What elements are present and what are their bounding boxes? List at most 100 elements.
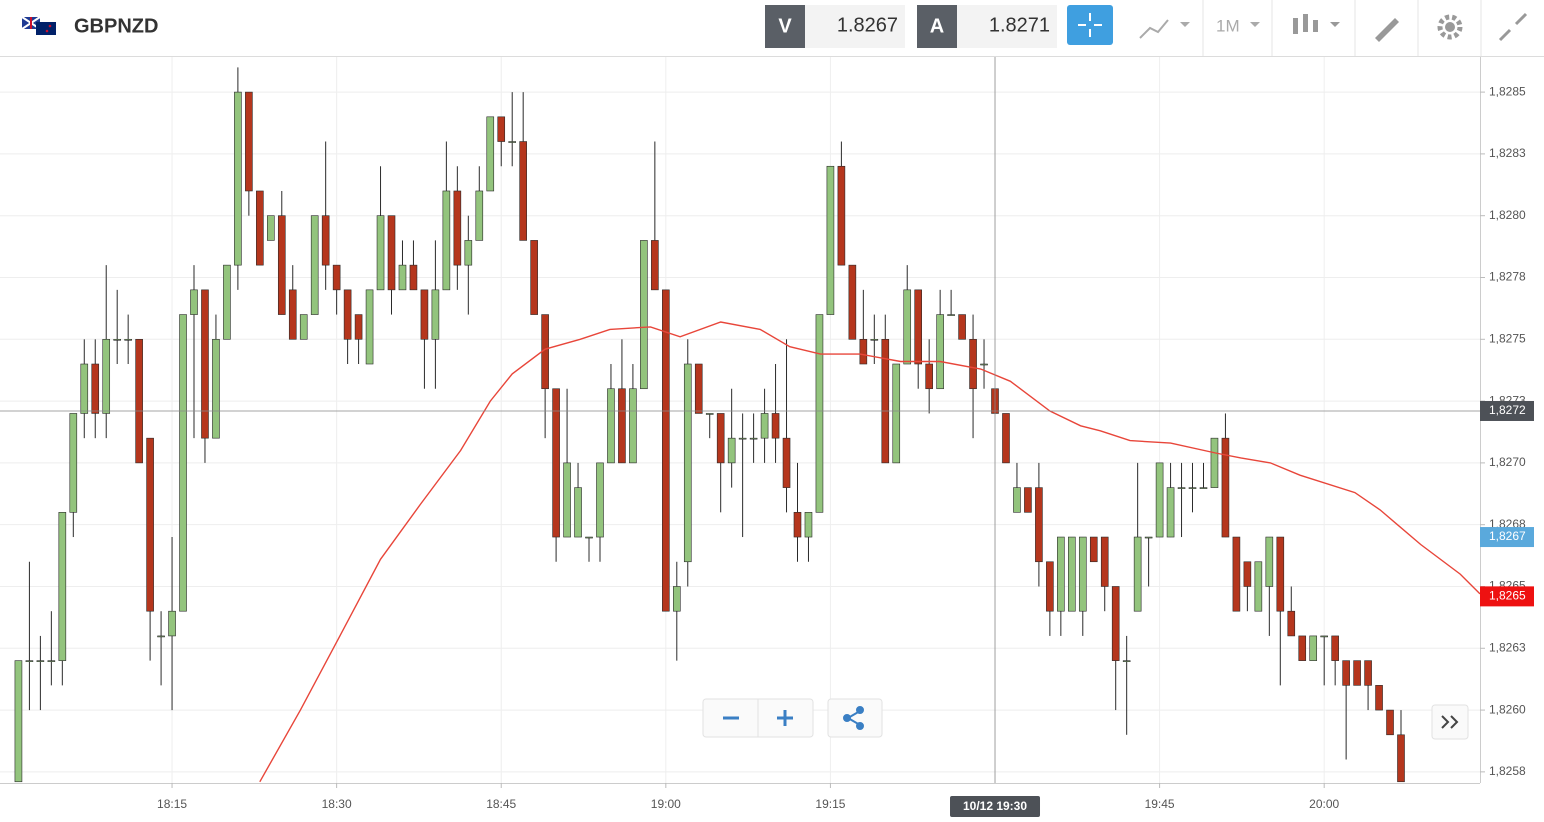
ask-badge[interactable]: [917, 5, 957, 48]
candle-body: [387, 215, 396, 291]
timeframe[interactable]: 1M: [1216, 16, 1240, 35]
candle-body: [420, 289, 429, 340]
candle-body: [1320, 635, 1328, 638]
y-tick-label: 1,8283: [1489, 146, 1526, 160]
candle-body: [1024, 487, 1032, 513]
candle-body: [936, 314, 944, 390]
candle-body: [947, 314, 955, 316]
collapse-button[interactable]: [1498, 12, 1528, 42]
candle-body: [585, 536, 593, 539]
price-marker: [1480, 586, 1534, 607]
candle-body: [190, 289, 198, 315]
candle-body: [1331, 635, 1339, 661]
scroll-icon: [1441, 715, 1459, 729]
bid-badge[interactable]: [765, 5, 805, 48]
candle-body: [848, 264, 857, 340]
x-tick-label: 18:30: [322, 797, 352, 811]
candle-body: [749, 437, 758, 440]
candle-body: [958, 314, 966, 340]
x-tick-label: 19:45: [1145, 797, 1175, 811]
x-tick-label: 18:45: [486, 797, 516, 811]
candle-body: [1068, 536, 1076, 612]
zoom-in-button[interactable]: [777, 710, 793, 726]
candle-body: [1309, 635, 1318, 661]
candle-body: [1210, 437, 1219, 488]
candle-body: [629, 388, 637, 464]
candle-body: [113, 338, 121, 341]
bid-price: 1.8267: [837, 14, 898, 36]
candle-body: [146, 437, 154, 612]
price-marker-label: 1,8265: [1489, 589, 1526, 603]
candle-body: [124, 338, 132, 341]
candles-button[interactable]: [1293, 14, 1340, 34]
candle-body: [683, 363, 692, 563]
candle-body: [1243, 561, 1252, 587]
timeframe-caret: [1250, 22, 1260, 27]
crosshair-button[interactable]: [1067, 5, 1113, 45]
flag-icon: [21, 16, 56, 35]
candle-body: [705, 413, 714, 415]
candle-body: [14, 660, 23, 783]
candle-body: [475, 190, 484, 241]
candle-body: [574, 487, 582, 538]
candle-body: [694, 363, 703, 414]
candle-body: [607, 388, 615, 464]
candle-body: [662, 289, 670, 612]
axes: 1,82851,82831,82801,82781,82751,82731,82…: [157, 84, 1534, 817]
candle-body: [980, 363, 988, 366]
chart-type-button[interactable]: [1139, 19, 1190, 39]
scroll-right-button[interactable]: [1431, 704, 1469, 740]
crosshair-price-label: 1,8272: [1489, 403, 1526, 417]
candle-body: [760, 413, 769, 439]
ask-label: A: [930, 15, 944, 37]
moving-average: [259, 321, 1480, 783]
candle-body: [1375, 685, 1383, 711]
candle-body: [234, 91, 242, 266]
y-tick-label: 1,8263: [1489, 640, 1526, 654]
candle-body: [1353, 660, 1361, 686]
x-tick-label: 20:00: [1309, 797, 1339, 811]
candle-body: [1002, 413, 1010, 464]
bid-label: V: [778, 15, 792, 37]
share-button[interactable]: [827, 698, 883, 738]
candle-body: [431, 289, 440, 340]
candle-body: [365, 289, 374, 365]
candle-body: [618, 388, 626, 464]
candle-body: [1386, 709, 1394, 736]
candle-body: [1397, 734, 1405, 783]
ask-box[interactable]: [957, 5, 1057, 48]
x-tick-label: 18:15: [157, 797, 187, 811]
candle-body: [1100, 536, 1109, 587]
draw-button[interactable]: [1375, 18, 1399, 42]
candle-body: [859, 338, 868, 365]
bid-box[interactable]: [805, 5, 905, 48]
settings-button[interactable]: [1437, 14, 1463, 40]
price-marker-label: 1,8267: [1489, 529, 1526, 543]
candle-body: [640, 240, 648, 390]
candle-body: [168, 610, 176, 637]
candle-body: [288, 289, 297, 340]
candle-body: [299, 314, 308, 340]
candle-body: [1276, 536, 1285, 612]
candle-body: [804, 512, 813, 538]
candle-body: [1111, 586, 1120, 661]
crosshair-time-label: 10/12 19:30: [963, 799, 1027, 813]
zoom-controls: [702, 698, 1469, 740]
candle-body: [1089, 536, 1098, 563]
candle-body: [376, 215, 385, 291]
candle-body: [310, 215, 319, 315]
candle-body: [1155, 462, 1164, 538]
candle-body: [1199, 487, 1208, 489]
candle-body: [58, 512, 67, 661]
candle-body: [256, 190, 264, 266]
candle-body: [157, 635, 165, 638]
y-tick-label: 1,8270: [1489, 455, 1526, 469]
candle-body: [771, 413, 780, 439]
candle-body: [552, 388, 560, 538]
candle-body: [277, 215, 286, 315]
candle-body: [212, 338, 220, 439]
candle-body: [223, 264, 231, 340]
candle-body: [332, 264, 341, 291]
ask-price: 1.8271: [989, 14, 1050, 36]
